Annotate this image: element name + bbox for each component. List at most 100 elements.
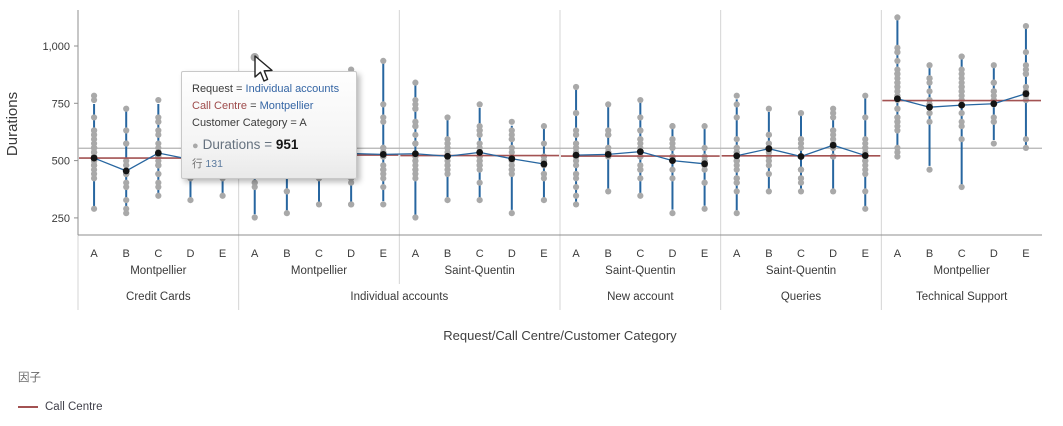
duration-dot[interactable]	[540, 197, 548, 204]
duration-dot[interactable]	[412, 175, 419, 182]
duration-dot[interactable]	[412, 118, 419, 125]
legend-item-call-centre[interactable]: Call Centre	[18, 401, 103, 413]
duration-dot[interactable]	[476, 157, 483, 165]
call-centre-label[interactable]: Montpellier	[934, 265, 990, 277]
duration-dot[interactable]	[926, 118, 933, 125]
cell-mean-dot[interactable]	[765, 145, 773, 153]
duration-dot[interactable]	[669, 123, 676, 130]
duration-dot[interactable]	[572, 83, 580, 91]
duration-dot[interactable]	[123, 205, 130, 212]
duration-dot[interactable]	[540, 175, 548, 182]
duration-dot[interactable]	[283, 188, 290, 195]
duration-dot[interactable]	[251, 179, 258, 186]
duration-dot[interactable]	[219, 192, 226, 199]
duration-dot[interactable]	[572, 157, 580, 165]
duration-dot[interactable]	[830, 127, 837, 134]
duration-dot[interactable]	[412, 123, 419, 130]
duration-dot[interactable]	[733, 175, 740, 182]
duration-dot[interactable]	[380, 175, 387, 182]
duration-dot[interactable]	[990, 79, 997, 86]
call-centre-label[interactable]: Montpellier	[291, 265, 347, 277]
duration-dot[interactable]	[476, 166, 483, 173]
duration-dot[interactable]	[862, 170, 869, 178]
duration-dot[interactable]	[669, 175, 676, 182]
cell-mean-dot[interactable]	[379, 151, 387, 158]
duration-dot[interactable]	[701, 205, 708, 212]
duration-dot[interactable]	[733, 188, 740, 195]
customer-category-label[interactable]: E	[540, 248, 547, 260]
duration-dot[interactable]	[476, 123, 483, 130]
duration-dot[interactable]	[765, 140, 772, 147]
cell-mean-dot[interactable]	[733, 152, 741, 160]
duration-dot[interactable]	[990, 114, 997, 121]
duration-dot[interactable]	[572, 140, 580, 147]
duration-dot[interactable]	[894, 83, 901, 91]
duration-dot[interactable]	[476, 131, 483, 138]
duration-dot[interactable]	[733, 162, 740, 169]
duration-dot[interactable]	[508, 162, 515, 169]
customer-category-label[interactable]: C	[636, 248, 644, 260]
duration-dot[interactable]	[765, 170, 772, 178]
duration-dot[interactable]	[637, 114, 644, 121]
duration-dot[interactable]	[894, 44, 901, 51]
duration-dot[interactable]	[476, 162, 483, 169]
duration-dot[interactable]	[123, 210, 130, 217]
duration-dot[interactable]	[894, 127, 901, 134]
duration-dot[interactable]	[637, 162, 644, 169]
cell-mean-dot[interactable]	[444, 152, 451, 160]
duration-dot[interactable]	[123, 127, 130, 134]
duration-dot[interactable]	[797, 140, 805, 147]
duration-dot[interactable]	[572, 110, 580, 117]
duration-dot[interactable]	[380, 57, 387, 64]
duration-dot[interactable]	[765, 157, 772, 165]
duration-dot[interactable]	[926, 75, 933, 82]
customer-category-label[interactable]: B	[765, 248, 772, 260]
cell-mean-dot[interactable]	[894, 95, 901, 103]
duration-dot[interactable]	[315, 201, 323, 208]
cell-mean-dot[interactable]	[669, 157, 676, 165]
duration-dot[interactable]	[862, 140, 869, 147]
duration-dot[interactable]	[701, 179, 708, 186]
duration-dot[interactable]	[380, 183, 387, 191]
duration-dot[interactable]	[958, 110, 965, 117]
cell-mean-dot[interactable]	[636, 148, 644, 156]
duration-dot[interactable]	[765, 188, 772, 195]
duration-dot[interactable]	[412, 101, 419, 108]
duration-dot[interactable]	[412, 140, 419, 147]
duration-dot[interactable]	[605, 127, 612, 134]
duration-dot[interactable]	[958, 88, 965, 95]
duration-dot[interactable]	[90, 205, 98, 212]
duration-dot[interactable]	[380, 166, 387, 173]
customer-category-label[interactable]: B	[926, 248, 933, 260]
duration-dot[interactable]	[444, 140, 451, 147]
duration-dot[interactable]	[637, 175, 644, 182]
duration-dot[interactable]	[894, 70, 901, 78]
customer-category-label[interactable]: C	[154, 248, 162, 260]
duration-dot[interactable]	[990, 88, 997, 95]
duration-dot[interactable]	[733, 101, 740, 108]
cell-mean-dot[interactable]	[572, 151, 580, 159]
duration-dot[interactable]	[797, 179, 805, 186]
duration-dot[interactable]	[830, 188, 837, 195]
duration-dot[interactable]	[765, 162, 772, 169]
duration-dot[interactable]	[155, 96, 162, 104]
duration-dot[interactable]	[669, 144, 676, 151]
customer-category-label[interactable]: C	[797, 248, 805, 260]
duration-dot[interactable]	[1022, 62, 1030, 69]
duration-dot[interactable]	[444, 197, 451, 204]
customer-category-label[interactable]: B	[123, 248, 130, 260]
duration-dot[interactable]	[862, 188, 869, 195]
duration-dot[interactable]	[90, 144, 98, 151]
duration-dot[interactable]	[476, 101, 483, 108]
duration-dot[interactable]	[1022, 23, 1030, 30]
customer-category-label[interactable]: B	[605, 248, 612, 260]
duration-dot[interactable]	[90, 166, 98, 173]
duration-dot[interactable]	[894, 118, 901, 125]
customer-category-label[interactable]: A	[572, 248, 580, 260]
duration-dot[interactable]	[444, 157, 451, 165]
customer-category-label[interactable]: A	[412, 248, 420, 260]
duration-dot[interactable]	[380, 144, 387, 151]
duration-dot[interactable]	[894, 75, 901, 82]
duration-dot[interactable]	[733, 92, 740, 99]
duration-dot[interactable]	[123, 183, 130, 191]
